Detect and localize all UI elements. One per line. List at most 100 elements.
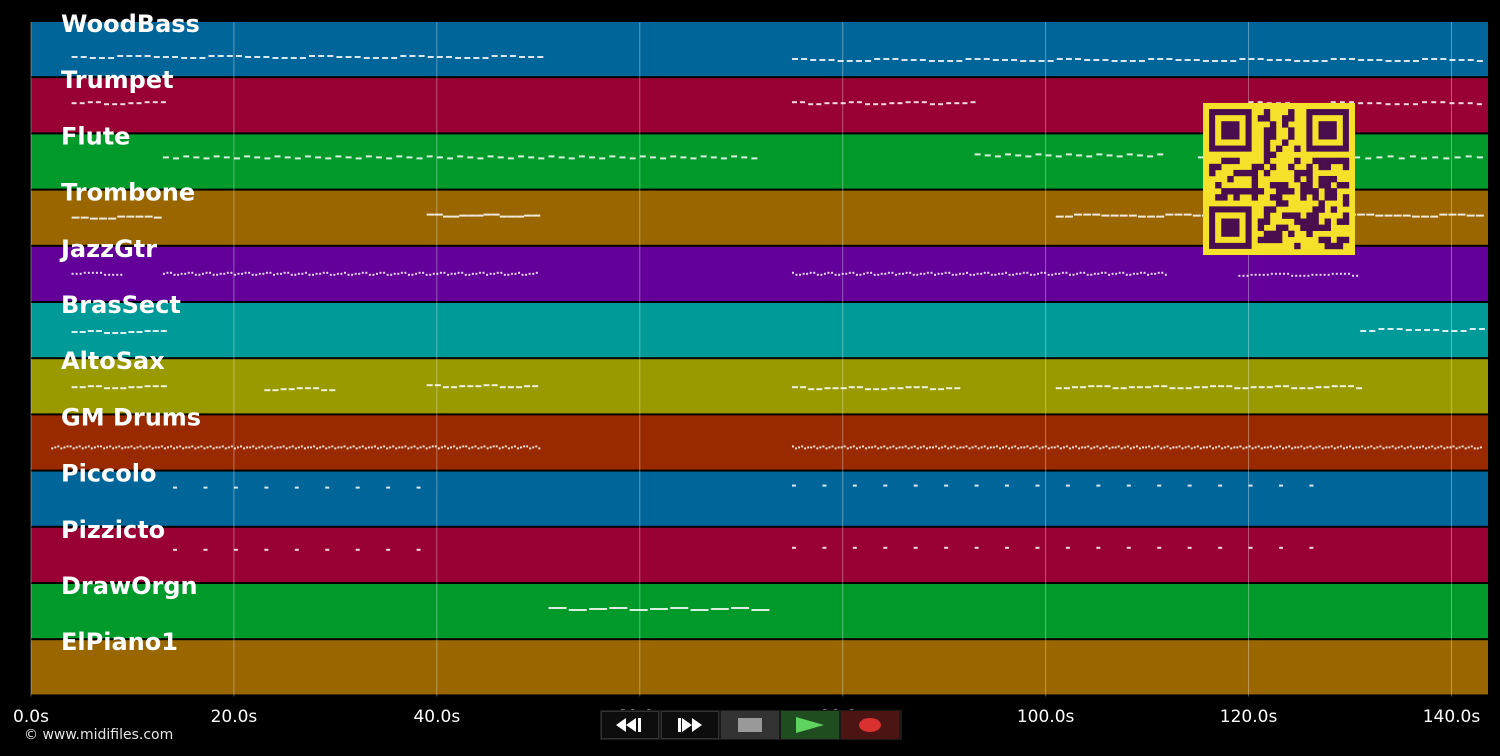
note bbox=[333, 273, 336, 276]
note bbox=[457, 155, 464, 158]
note bbox=[801, 445, 804, 448]
note bbox=[303, 447, 306, 450]
note bbox=[1005, 153, 1012, 156]
note bbox=[947, 60, 954, 62]
note bbox=[208, 55, 215, 57]
tick-label: 40.0s bbox=[413, 707, 460, 727]
note bbox=[1375, 214, 1384, 217]
note bbox=[1017, 447, 1020, 450]
note bbox=[98, 57, 105, 59]
track-lane[interactable] bbox=[31, 584, 1488, 639]
record-button[interactable] bbox=[841, 711, 899, 739]
note bbox=[1446, 446, 1449, 449]
note bbox=[372, 273, 375, 276]
note bbox=[1136, 272, 1139, 275]
track-lane[interactable] bbox=[31, 22, 1488, 77]
note bbox=[354, 272, 357, 275]
track-lane[interactable] bbox=[31, 359, 1488, 414]
note bbox=[400, 271, 403, 274]
track-label: WoodBass bbox=[61, 10, 200, 38]
track-lane[interactable] bbox=[31, 415, 1488, 470]
note bbox=[205, 271, 208, 274]
note bbox=[1242, 274, 1245, 277]
note bbox=[848, 386, 855, 389]
note bbox=[1275, 59, 1282, 61]
note bbox=[454, 272, 457, 275]
note bbox=[1061, 271, 1064, 274]
note bbox=[791, 271, 794, 274]
note bbox=[1254, 446, 1257, 449]
note bbox=[180, 272, 183, 275]
note bbox=[1347, 385, 1354, 388]
note bbox=[1115, 272, 1118, 275]
note bbox=[892, 58, 899, 60]
note bbox=[1327, 446, 1330, 449]
note bbox=[1227, 445, 1230, 448]
play-button[interactable] bbox=[781, 711, 839, 739]
fast-forward-button[interactable] bbox=[661, 711, 719, 739]
note bbox=[1175, 59, 1182, 61]
note bbox=[299, 57, 306, 59]
note bbox=[383, 445, 386, 448]
note bbox=[440, 446, 443, 449]
note bbox=[1226, 385, 1233, 388]
note bbox=[1129, 273, 1132, 276]
note bbox=[1342, 447, 1345, 450]
note bbox=[1274, 272, 1277, 275]
note bbox=[1443, 447, 1446, 450]
note bbox=[79, 102, 85, 105]
note bbox=[1476, 103, 1482, 106]
note bbox=[1114, 446, 1117, 449]
note bbox=[1335, 272, 1338, 275]
note bbox=[209, 445, 212, 448]
track-lane[interactable] bbox=[31, 303, 1488, 358]
note bbox=[425, 447, 428, 450]
note bbox=[1097, 272, 1100, 275]
note bbox=[1385, 446, 1388, 449]
note bbox=[112, 387, 119, 390]
note bbox=[1064, 215, 1073, 218]
note bbox=[532, 446, 535, 449]
note bbox=[1208, 445, 1211, 448]
note bbox=[261, 445, 264, 448]
note bbox=[837, 446, 840, 449]
track-lane[interactable] bbox=[31, 471, 1488, 526]
note bbox=[1015, 272, 1018, 275]
note bbox=[971, 446, 974, 449]
note bbox=[1412, 60, 1419, 62]
note bbox=[162, 156, 169, 159]
note bbox=[1432, 156, 1439, 159]
stop-button[interactable] bbox=[721, 711, 779, 739]
rewind-button[interactable] bbox=[601, 711, 659, 739]
track-lane[interactable] bbox=[31, 527, 1488, 582]
note bbox=[91, 271, 94, 274]
piano-roll[interactable]: WoodBass Trumpet Flute Trombone JazzGtr BrasS… bbox=[0, 0, 1500, 700]
note bbox=[1008, 273, 1011, 276]
note bbox=[1081, 446, 1084, 449]
note bbox=[813, 445, 816, 448]
note bbox=[1193, 59, 1200, 61]
note bbox=[1274, 385, 1281, 388]
note bbox=[1096, 445, 1099, 448]
note bbox=[1315, 386, 1322, 389]
note bbox=[568, 157, 575, 160]
note bbox=[1181, 447, 1184, 450]
note bbox=[1041, 446, 1044, 449]
note bbox=[1360, 330, 1367, 332]
note bbox=[825, 447, 828, 450]
note bbox=[1394, 103, 1400, 106]
note bbox=[491, 55, 498, 57]
note bbox=[1143, 271, 1146, 274]
note bbox=[800, 101, 806, 104]
note bbox=[495, 445, 498, 448]
note bbox=[965, 58, 972, 60]
note bbox=[1311, 273, 1314, 276]
note bbox=[1239, 58, 1246, 60]
note bbox=[1478, 328, 1485, 330]
track-label: Flute bbox=[61, 122, 130, 150]
note bbox=[935, 445, 938, 448]
track-lane[interactable] bbox=[31, 640, 1488, 695]
note bbox=[987, 271, 990, 274]
note bbox=[1397, 446, 1400, 449]
note bbox=[1157, 445, 1160, 448]
